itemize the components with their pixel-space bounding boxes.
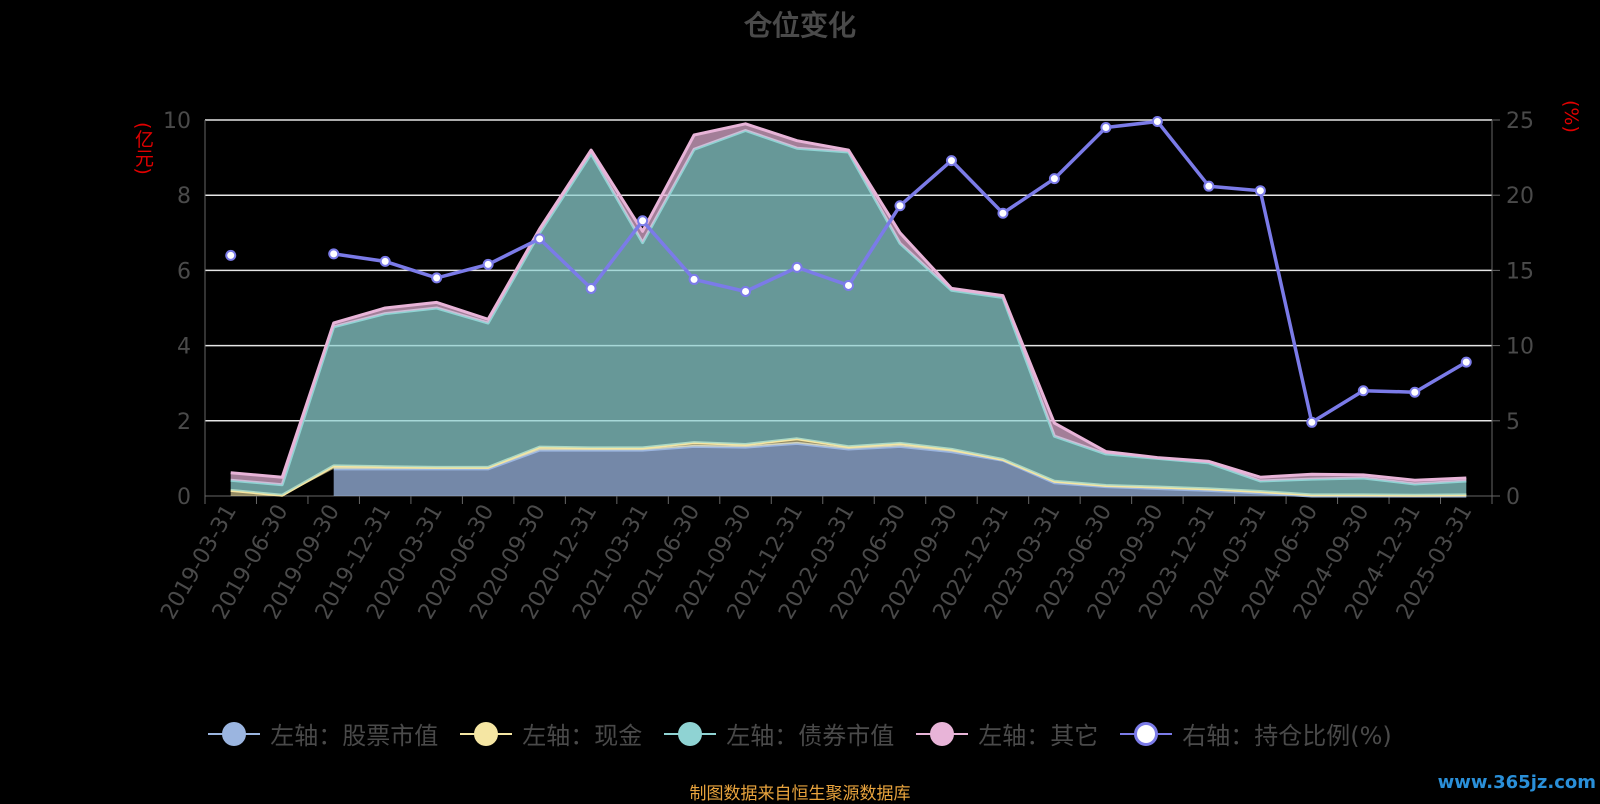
ratio-point: [843, 279, 854, 291]
legend-marker-icon: [1120, 721, 1173, 747]
ratio-point: [1409, 386, 1421, 398]
right-tick-label: 25: [1506, 109, 1534, 134]
ratio-point: [328, 248, 340, 260]
ratio-point: [997, 207, 1009, 219]
left-axis-label: (亿元): [132, 122, 154, 175]
chart-title: 仓位变化: [743, 9, 856, 42]
ratio-point: [225, 249, 237, 261]
legend-label: 左轴：债券市值: [726, 722, 895, 750]
chart-legend[interactable]: 左轴：股票市值 左轴：现金 左轴：债券市值 左轴：其它 右轴：持仓比例(%): [0, 716, 1600, 751]
data-source-note: 制图数据来自恒生聚源数据库: [689, 784, 911, 804]
area-1: [333, 443, 1467, 496]
right-tick-label: 20: [1506, 184, 1534, 209]
watermark: www.365jz.com: [1437, 772, 1596, 793]
right-tick-label: 5: [1506, 410, 1520, 435]
legend-label: 左轴：现金: [522, 722, 643, 750]
legend-marker-icon: [208, 721, 261, 747]
ratio-point: [1100, 122, 1112, 134]
ratio-point: [740, 285, 752, 297]
left-tick-label: 0: [177, 485, 191, 510]
legend-marker-icon: [460, 721, 513, 747]
legend-label: 左轴：其它: [978, 722, 1099, 750]
ratio-point: [1254, 185, 1266, 197]
legend-item[interactable]: 左轴：现金: [460, 716, 642, 751]
ratio-point: [688, 273, 700, 285]
ratio-point: [1203, 180, 1215, 192]
area-3: [230, 130, 1467, 496]
legend-marker-icon: [916, 721, 969, 747]
legend-label: 右轴：持仓比例(%): [1182, 722, 1392, 750]
left-tick-label: 2: [177, 410, 191, 435]
right-tick-label: 0: [1506, 485, 1520, 510]
ratio-point: [1357, 385, 1369, 397]
ratio-point: [637, 215, 649, 227]
ratio-point: [791, 261, 803, 273]
legend-item[interactable]: 右轴：持仓比例(%): [1120, 716, 1392, 751]
legend-label: 左轴：股票市值: [270, 722, 439, 750]
left-tick-label: 6: [177, 259, 191, 284]
left-tick-label: 4: [177, 335, 191, 360]
ratio-point: [1306, 416, 1318, 428]
area-line-4: [230, 122, 1467, 482]
right-tick-label: 15: [1506, 259, 1534, 284]
legend-item[interactable]: 左轴：股票市值: [208, 716, 438, 751]
ratio-point: [534, 233, 546, 245]
ratio-point: [585, 282, 597, 294]
ratio-point: [482, 258, 494, 270]
legend-marker-icon: [664, 721, 717, 747]
ratio-point: [1151, 116, 1163, 128]
ratio-point: [431, 272, 443, 284]
right-tick-label: 10: [1506, 335, 1534, 360]
left-tick-label: 10: [163, 109, 191, 134]
legend-item[interactable]: 左轴：其它: [916, 716, 1098, 751]
ratio-point: [1048, 173, 1060, 185]
right-axis-label: (%): [1560, 100, 1582, 133]
left-tick-label: 8: [177, 184, 191, 209]
ratio-point: [1460, 356, 1472, 368]
ratio-point: [379, 255, 391, 267]
legend-item[interactable]: 左轴：债券市值: [664, 716, 894, 751]
ratio-point: [894, 200, 906, 212]
ratio-point: [945, 155, 957, 167]
